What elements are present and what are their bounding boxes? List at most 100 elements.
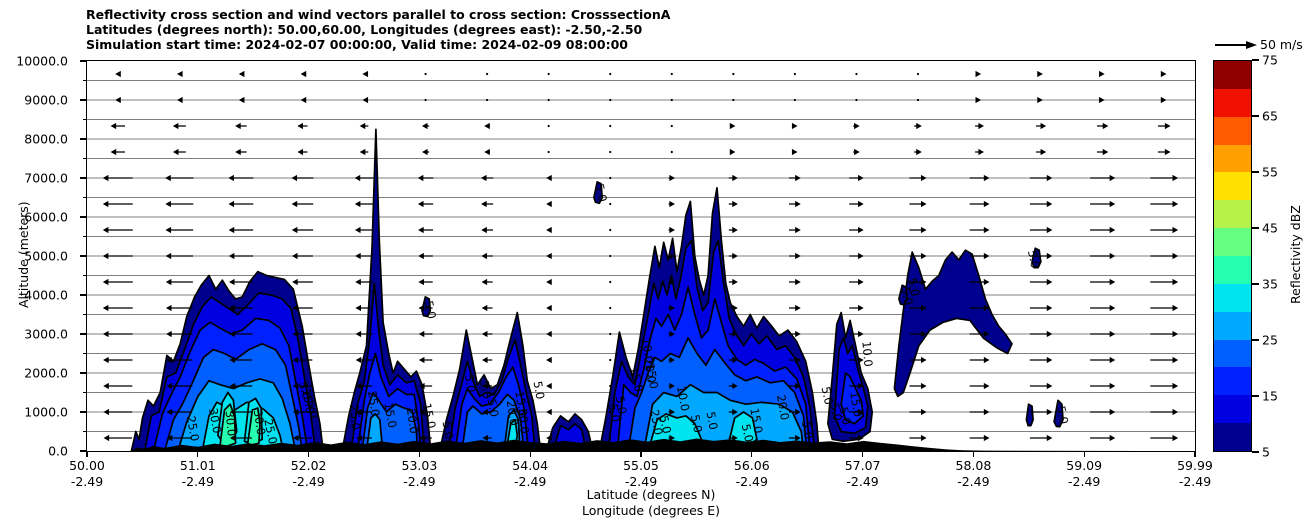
x-axis-tick-mark xyxy=(307,451,310,457)
wind-vector-head xyxy=(481,278,488,286)
wind-vector-head xyxy=(791,122,798,130)
wind-vector-head xyxy=(732,278,738,286)
wind-vector-head xyxy=(546,200,552,208)
contour-label: 15.0 xyxy=(643,362,661,390)
wind-vector-head xyxy=(115,96,121,104)
wind-vector-dot xyxy=(609,384,612,388)
x-axis-tick-label-latitude: 59.09 xyxy=(1066,458,1103,473)
wind-vector-head xyxy=(165,252,172,260)
wind-vector-head xyxy=(418,382,425,390)
wind-vector-head xyxy=(229,408,236,416)
contour-label: 5.0 xyxy=(1025,249,1042,270)
wind-vector-head xyxy=(732,434,738,442)
wind-vector-head xyxy=(732,304,738,312)
y-axis-minor-tick xyxy=(82,274,86,277)
y-axis-tick-mark xyxy=(80,450,86,452)
wind-vector-head xyxy=(1172,382,1179,390)
wind-vector-head xyxy=(975,70,982,78)
wind-vector-head xyxy=(858,434,864,442)
contour-label: 25.0 xyxy=(261,417,280,445)
y-axis-tick-label: 5000.0 xyxy=(24,248,68,264)
wind-vector-head xyxy=(356,408,362,416)
contour-label: 20.0 xyxy=(404,407,421,434)
wind-vector-head xyxy=(359,148,366,156)
contour-label: 5.0 xyxy=(613,395,630,415)
wind-vector-head xyxy=(1164,122,1171,130)
wind-vector-head xyxy=(292,408,299,416)
contour-label: 5.0 xyxy=(462,373,478,393)
chart-title-block: Reflectivity cross section and wind vect… xyxy=(86,7,670,52)
wind-vector-head xyxy=(1046,200,1053,208)
wind-vector-head xyxy=(177,96,183,104)
x-axis-tick-mark xyxy=(86,451,88,457)
wind-vector-head xyxy=(920,304,927,312)
x-axis-tick-label-latitude: 55.05 xyxy=(623,458,659,473)
wind-vector-head xyxy=(1172,200,1179,208)
wind-vector-head xyxy=(795,330,801,338)
wind-vector-head xyxy=(1172,278,1179,286)
wind-vector-head xyxy=(238,96,245,104)
wind-vector-dot xyxy=(609,72,612,76)
colorbar-band xyxy=(1214,60,1251,89)
wind-vector-head xyxy=(983,382,990,390)
wind-vector-head xyxy=(983,174,990,182)
wind-vector-head xyxy=(1046,356,1053,364)
y-axis-tick-label: 7000.0 xyxy=(24,170,68,186)
contour-label: 30.0 xyxy=(516,408,532,435)
echo-region-cell-573-mid xyxy=(898,284,909,306)
wind-vector-head xyxy=(165,226,172,234)
wind-vector-dot xyxy=(670,150,673,154)
x-axis-tick-label-longitude: -2.49 xyxy=(181,474,214,489)
wind-vector-head xyxy=(484,122,490,130)
wind-vector-head xyxy=(669,200,675,208)
wind-vector-head xyxy=(1172,434,1179,442)
wind-vector-head xyxy=(858,200,864,208)
y-axis-minor-tick xyxy=(82,235,86,238)
wind-vector-head xyxy=(229,382,236,390)
wind-vector-dot xyxy=(916,98,920,102)
y-axis-tick-mark xyxy=(80,333,86,335)
wind-vector-head xyxy=(795,174,801,182)
wind-vector-dot xyxy=(547,72,550,76)
y-axis-minor-tick xyxy=(82,391,86,394)
x-axis-tick-label-longitude: -2.49 xyxy=(403,474,436,489)
wind-vector-head xyxy=(916,122,922,130)
wind-vector-head xyxy=(300,96,307,104)
colorbar[interactable] xyxy=(1213,60,1252,452)
wind-vector-head xyxy=(858,330,864,338)
contour-label: 10.0 xyxy=(674,385,692,413)
colorbar-tick-mark xyxy=(1252,339,1259,341)
y-axis-tick-mark xyxy=(80,255,86,257)
wind-vector-head xyxy=(1172,304,1179,312)
wind-vector-head xyxy=(920,226,927,234)
wind-vector-dot xyxy=(670,72,673,76)
wind-vector-head xyxy=(1109,382,1116,390)
contour-label: 5.0 xyxy=(739,423,756,444)
wind-vector-head xyxy=(1046,382,1053,390)
wind-vector-head xyxy=(546,356,552,364)
wind-vector-head xyxy=(482,408,488,416)
wind-vector-head xyxy=(292,304,298,312)
wind-vector-head xyxy=(546,174,552,182)
y-axis-minor-tick xyxy=(82,196,86,199)
wind-vector-head xyxy=(854,122,860,130)
wind-vector-head xyxy=(1037,96,1043,104)
contour-label: 5.0 xyxy=(440,420,457,440)
wind-vector-dot xyxy=(855,72,858,76)
colorbar-band xyxy=(1214,283,1251,312)
wind-vector-dot xyxy=(670,98,673,102)
wind-vector-head xyxy=(481,356,488,364)
colorbar-tick-mark xyxy=(1252,59,1259,61)
wind-vector-head xyxy=(854,148,860,156)
x-axis-tick-mark xyxy=(861,451,864,457)
wind-vector-head xyxy=(102,304,109,312)
colorbar-tick-label: 65 xyxy=(1262,108,1278,124)
colorbar-band xyxy=(1214,228,1251,256)
contour-label: 15.0 xyxy=(627,365,646,393)
contour-label: 25.0 xyxy=(184,415,202,443)
wind-vector-head xyxy=(165,174,171,182)
plot-area[interactable]: 30.0 30.0 30.0 25.0 25.0 15.0 5.0 5.0 25.0 25.0 15… xyxy=(86,60,1196,452)
wind-vector-head xyxy=(732,200,738,208)
contour-label: 25.0 xyxy=(347,404,363,431)
